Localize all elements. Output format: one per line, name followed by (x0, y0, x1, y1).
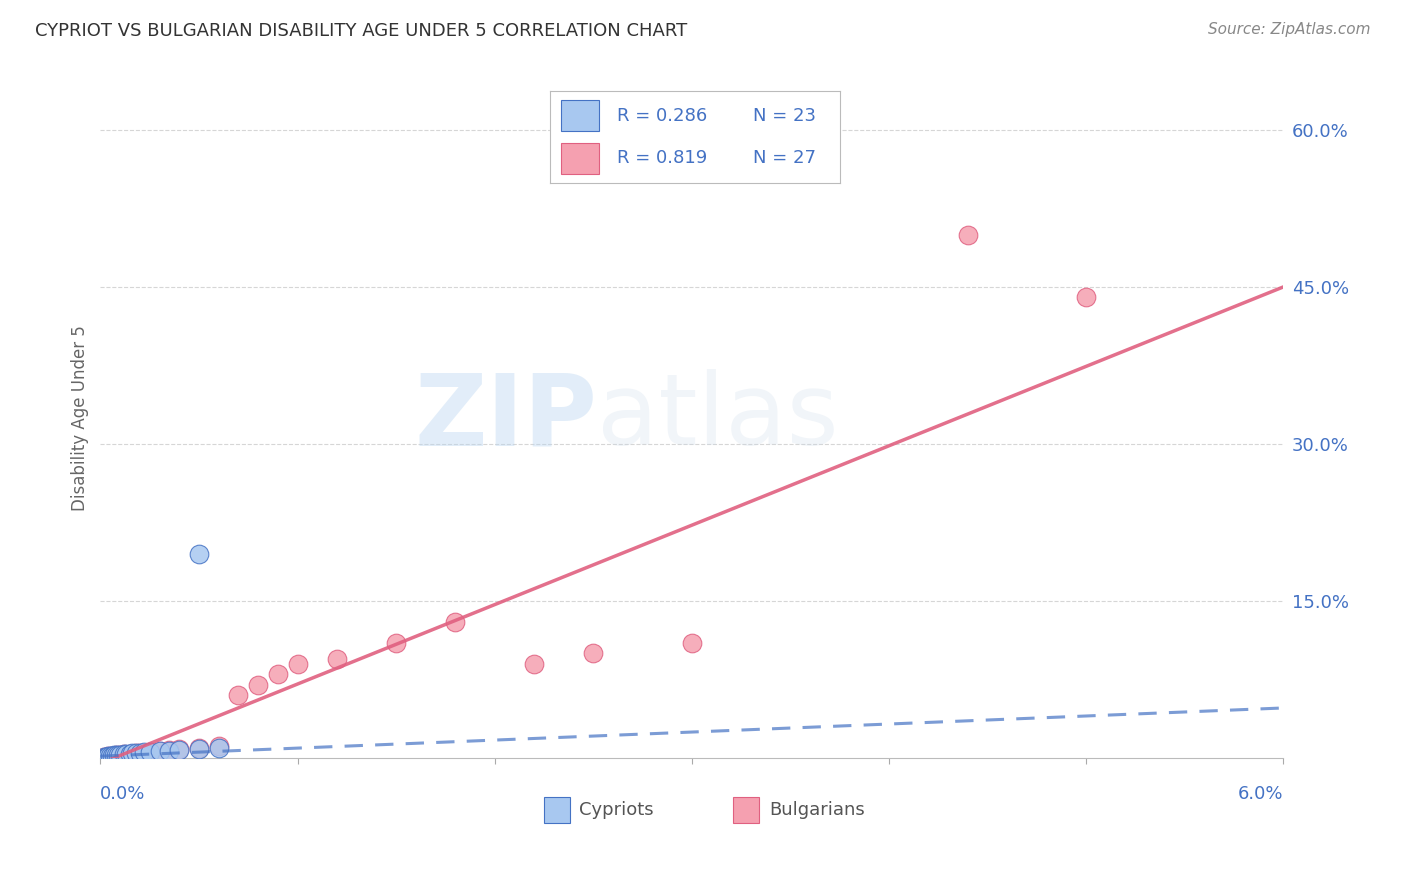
Point (108, 748, 131, 763)
Point (956, 227, 979, 242)
Point (128, 746, 150, 760)
Text: ZIP: ZIP (415, 369, 598, 467)
Point (96, 750, 118, 764)
Point (582, 647, 605, 661)
Text: Source: ZipAtlas.com: Source: ZipAtlas.com (1208, 22, 1371, 37)
Point (103, 748, 125, 763)
Point (167, 741, 190, 756)
FancyBboxPatch shape (544, 797, 569, 823)
Point (125, 746, 148, 760)
Point (148, 744, 170, 758)
Point (101, 749, 124, 764)
Point (97, 749, 120, 764)
Point (157, 743, 180, 757)
Point (148, 744, 170, 758)
Point (208, 740, 231, 755)
Point (208, 739, 231, 753)
Point (105, 748, 128, 763)
Point (326, 651, 349, 665)
Point (681, 636, 703, 650)
Point (105, 748, 128, 763)
Point (112, 747, 135, 761)
Text: Bulgarians: Bulgarians (769, 801, 865, 819)
Text: atlas: atlas (598, 369, 839, 467)
Text: Cypriots: Cypriots (579, 801, 654, 819)
Point (187, 740, 209, 755)
Point (101, 749, 124, 764)
Point (107, 748, 129, 763)
Point (287, 657, 309, 671)
Point (93, 750, 115, 764)
Point (167, 743, 190, 757)
Text: 6.0%: 6.0% (1237, 786, 1284, 804)
Point (115, 747, 138, 761)
Point (112, 747, 135, 761)
Point (125, 746, 148, 760)
Text: CYPRIOT VS BULGARIAN DISABILITY AGE UNDER 5 CORRELATION CHART: CYPRIOT VS BULGARIAN DISABILITY AGE UNDE… (35, 22, 688, 40)
Point (444, 615, 467, 629)
Point (267, 667, 290, 681)
Point (385, 636, 408, 650)
Point (157, 744, 180, 758)
Point (228, 689, 250, 703)
Point (1076, 290, 1098, 304)
Point (93, 750, 115, 764)
Point (97, 749, 120, 764)
Point (187, 741, 209, 756)
Text: 0.0%: 0.0% (100, 786, 146, 804)
Point (121, 746, 143, 760)
FancyBboxPatch shape (734, 797, 759, 823)
Point (132, 745, 155, 759)
Point (108, 748, 131, 763)
Point (118, 747, 141, 761)
Point (247, 678, 270, 692)
Point (138, 745, 160, 759)
Point (128, 746, 150, 760)
Point (98, 749, 121, 764)
Y-axis label: Disability Age Under 5: Disability Age Under 5 (72, 325, 89, 511)
Point (187, 547, 209, 561)
Point (138, 745, 160, 759)
Point (523, 657, 546, 671)
Point (118, 747, 141, 761)
